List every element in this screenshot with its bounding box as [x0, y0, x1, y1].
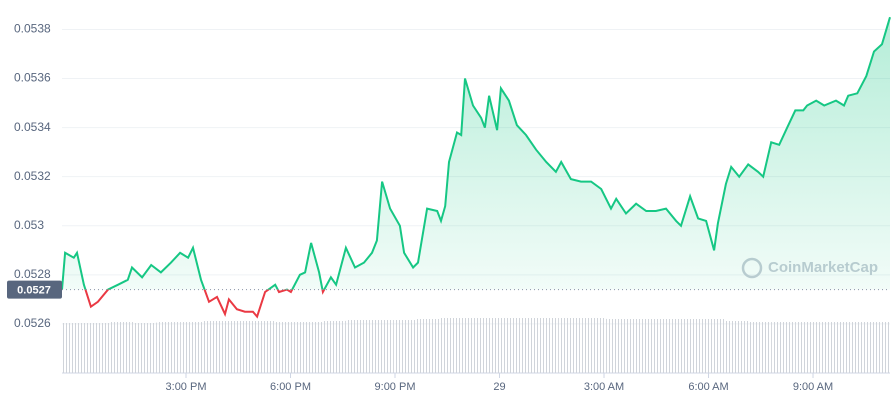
- volume-bar: [251, 321, 275, 373]
- volume-bar: [345, 320, 370, 373]
- volume-bar: [322, 321, 346, 373]
- reference-label: 0.0527: [17, 284, 51, 296]
- volume-bar: [180, 322, 204, 373]
- volume-bar: [393, 320, 417, 373]
- volume-bar: [156, 322, 181, 373]
- volume-bar: [511, 318, 536, 373]
- volume-bar: [132, 323, 157, 373]
- x-tick-label: 6:00 AM: [688, 381, 728, 393]
- reference-label-box: [7, 280, 62, 299]
- volume-bar: [487, 318, 512, 373]
- volume-bar: [203, 321, 228, 373]
- volume-bar: [416, 319, 441, 373]
- y-tick-label: 0.0534: [14, 120, 51, 134]
- volume-bar: [606, 319, 630, 373]
- volume-bar: [677, 319, 701, 373]
- volume-bar: [842, 322, 867, 373]
- volume-bar: [369, 320, 394, 373]
- y-tick-label: 0.0526: [14, 316, 51, 330]
- volume-bar: [62, 323, 86, 373]
- volume-bar: [795, 322, 820, 373]
- volume-bar: [298, 322, 323, 373]
- x-tick-label: 6:00 PM: [270, 381, 311, 393]
- y-tick-label: 0.053: [14, 218, 44, 232]
- price-line-up: [61, 16, 891, 290]
- x-tick-label: 9:00 AM: [793, 381, 833, 393]
- volume-bar: [724, 321, 749, 373]
- x-tick-label: 3:00 AM: [584, 381, 624, 393]
- volume-bar: [819, 322, 843, 373]
- volume-bar: [866, 322, 890, 373]
- volume-bar: [85, 323, 110, 373]
- volume-bar: [629, 319, 654, 373]
- y-tick-label: 0.0536: [14, 71, 51, 85]
- volume-bar: [464, 318, 488, 373]
- y-tick-label: 0.0538: [14, 22, 51, 36]
- volume-bar: [558, 318, 583, 373]
- y-tick-label: 0.0532: [14, 169, 51, 183]
- y-tick-label: 0.0528: [14, 267, 51, 281]
- volume-bar: [582, 318, 607, 373]
- volume-bar: [440, 318, 465, 373]
- volume-bar: [771, 322, 796, 373]
- volume-bar: [653, 319, 678, 373]
- volume-bar: [535, 318, 559, 373]
- volume-bar: [227, 321, 252, 373]
- volume-bar: [109, 322, 133, 373]
- x-tick-label: 3:00 PM: [166, 381, 207, 393]
- x-tick-label: 9:00 PM: [375, 381, 416, 393]
- volume-bar: [748, 322, 772, 373]
- x-tick-label: 29: [493, 381, 505, 393]
- volume-bar: [274, 322, 299, 373]
- volume-bar: [700, 319, 725, 373]
